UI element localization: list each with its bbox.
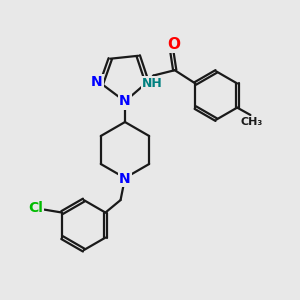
Text: NH: NH (142, 77, 162, 90)
Text: N: N (119, 172, 131, 186)
Text: CH₃: CH₃ (241, 117, 263, 127)
Text: Cl: Cl (28, 201, 43, 215)
Text: N: N (91, 75, 103, 89)
Text: N: N (119, 94, 131, 108)
Text: O: O (167, 37, 180, 52)
